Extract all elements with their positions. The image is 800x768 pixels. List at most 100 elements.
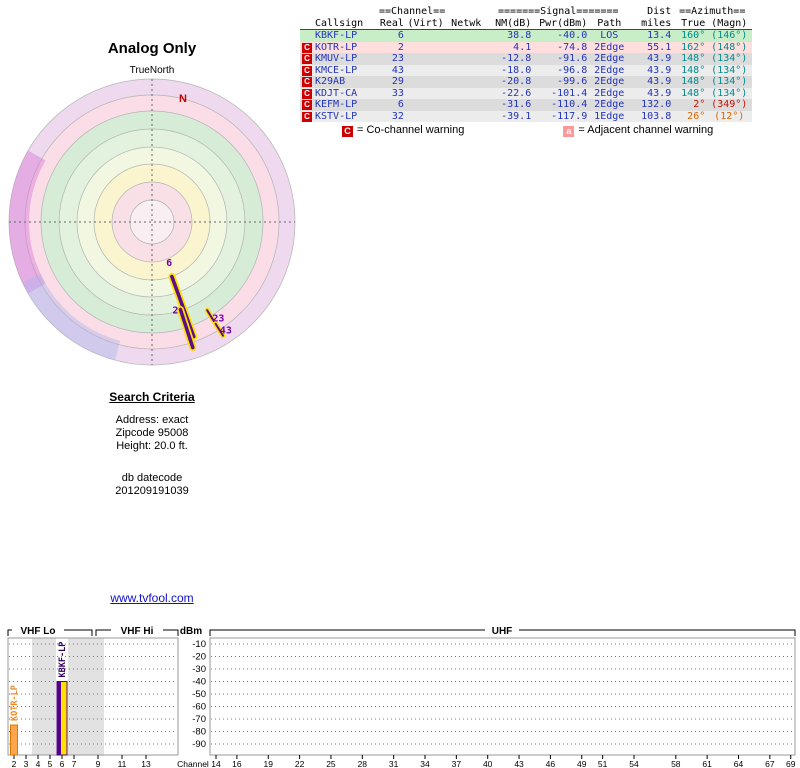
- distance-cell: 103.8: [641, 110, 672, 122]
- real-channel-cell: 29: [391, 76, 404, 87]
- search-height: Height: 20.0 ft.: [116, 440, 188, 452]
- station-channel-label: 43: [220, 326, 232, 337]
- network-cell: [446, 42, 486, 54]
- azimuth-true-cell: 148°: [681, 76, 706, 87]
- col-netwk: Netwk: [446, 17, 487, 30]
- channel-tick-label: 61: [702, 759, 712, 768]
- tvfool-link[interactable]: www.tvfool.com: [110, 591, 194, 605]
- magnetic-north-marker: N: [179, 93, 187, 105]
- table-row: C KMUV-LP 23 -12.8 -91.6 2Edge 43.9 148° (134°): [300, 53, 753, 65]
- real-channel-cell: 6: [397, 99, 404, 110]
- path-cell: 2Edge: [594, 87, 625, 99]
- search-address: Address: exact: [115, 414, 189, 426]
- dist-group-header: Dist: [647, 6, 672, 17]
- shaded-band: [68, 638, 104, 755]
- col-miles: miles: [630, 17, 673, 30]
- virt-channel-cell: [405, 88, 446, 100]
- co-channel-badge: C: [302, 77, 312, 87]
- channel-axis-label: Channel: [177, 759, 209, 768]
- nm-cell: -18.0: [501, 64, 532, 76]
- distance-cell: 43.9: [647, 53, 672, 64]
- col-nm: NM(dB): [486, 17, 533, 30]
- nm-cell: 4.1: [513, 41, 532, 53]
- table-header-groups: ==Channel== =======Signal======= Dist ==…: [300, 6, 752, 18]
- radar-southwest-blob: [22, 274, 121, 361]
- channel-tick-label: 58: [671, 759, 681, 768]
- nm-cell: -31.6: [501, 99, 532, 110]
- azimuth-magn-cell: (148°): [711, 41, 748, 53]
- azimuth-magn-cell: (134°): [711, 87, 748, 99]
- channel-tick-label: 28: [358, 759, 368, 768]
- azimuth-true-cell: 148°: [681, 64, 706, 76]
- table-row: C KOTR-LP 2 4.1 -74.8 2Edge 55.1 162° (148°): [300, 41, 753, 54]
- network-cell: [446, 53, 486, 65]
- power-cell: -40.0: [557, 30, 588, 41]
- dbm-tick-label: -10: [192, 639, 206, 650]
- azimuth-true-cell: 2°: [693, 99, 706, 110]
- table-row: C KEFM-LP 6 -31.6 -110.4 2Edge 132.0 2° (349°): [300, 99, 753, 111]
- azimuth-magn-cell: (12°): [714, 110, 745, 122]
- co-channel-badge: C: [302, 54, 312, 64]
- warn-cell: C: [300, 76, 314, 88]
- azimuth-magn-cell: (349°): [711, 99, 748, 110]
- warn-cell: C: [300, 111, 314, 123]
- nm-cell: -22.6: [501, 87, 532, 99]
- dbm-tick-label: -50: [192, 689, 206, 700]
- warn-cell: C: [300, 65, 314, 77]
- channel-tick-label: 19: [264, 759, 274, 768]
- col-path: Path: [588, 17, 631, 30]
- real-channel-cell: 43: [391, 64, 404, 76]
- col-virt: (Virt): [404, 17, 447, 30]
- azimuth-true-cell: 162°: [681, 41, 706, 53]
- col-true: True: [672, 17, 707, 30]
- channel-group-header: ==Channel==: [379, 6, 446, 17]
- search-criteria-heading: Search Criteria: [109, 390, 195, 404]
- signal-bar: [10, 724, 18, 756]
- band-bracket: [7, 629, 93, 636]
- station-channel-label: 6: [166, 258, 172, 269]
- band-label: VHF Hi: [121, 626, 154, 637]
- azimuth-group-header: ==Azimuth==: [679, 6, 746, 17]
- real-channel-cell: 23: [391, 53, 404, 64]
- dbm-axis-label: dBm: [180, 626, 202, 637]
- power-cell: -91.6: [557, 53, 588, 64]
- table-header-row: Callsign Real (Virt) Netwk NM(dB) Pwr(dB…: [300, 17, 753, 30]
- callsign-cell: KBKF-LP: [315, 30, 358, 41]
- channel-tick-label: 11: [118, 759, 127, 768]
- dbm-tick-label: -40: [192, 677, 206, 688]
- network-cell: [446, 99, 486, 111]
- distance-cell: 43.9: [647, 76, 672, 87]
- warn-cell: C: [300, 42, 314, 54]
- band-label: VHF Lo: [21, 626, 56, 637]
- channel-tick-label: 40: [483, 759, 493, 768]
- signal-group-header: =======Signal=======: [498, 6, 619, 17]
- co-channel-badge: C: [302, 111, 312, 122]
- callsign-cell: KEFM-LP: [315, 99, 358, 110]
- power-cell: -74.8: [557, 41, 588, 53]
- true-north-label: TrueNorth: [129, 65, 175, 76]
- channel-tick-label: 4: [36, 759, 41, 768]
- distance-cell: 55.1: [647, 41, 672, 53]
- spectrum-chart-content: -10 -20-30 -40-50 -60-70 -80-90 VHF Lo VHF Hi U…: [7, 626, 796, 768]
- virt-channel-cell: [405, 53, 446, 65]
- real-channel-cell: 2: [397, 41, 404, 53]
- radar-ring: [129, 199, 175, 245]
- callsign-cell: K29AB: [315, 76, 346, 87]
- channel-tick-label: 69: [786, 759, 796, 768]
- spectrum-chart: -10 -20-30 -40-50 -60-70 -80-90 VHF Lo VHF Hi U…: [7, 626, 796, 768]
- dbm-tick-label: -60: [192, 702, 206, 713]
- channel-tick-label: 34: [420, 759, 430, 768]
- table-row: KBKF-LP 6 38.8 -40.0 LOS 13.4 160° (146°): [300, 29, 753, 42]
- col-pwr: Pwr(dBm): [532, 17, 589, 30]
- channel-tick-label: 37: [452, 759, 462, 768]
- col-callsign: Callsign: [314, 17, 378, 30]
- search-criteria: Search Criteria Address: exact Zipcode 9…: [52, 390, 252, 498]
- channel-tick-label: 16: [232, 759, 242, 768]
- channel-tick-label: 25: [326, 759, 336, 768]
- azimuth-true-cell: 148°: [681, 53, 706, 64]
- dbm-tick-label: -70: [192, 714, 206, 725]
- db-datecode-value: 201209191039: [115, 485, 189, 497]
- channel-tick-label: 14: [211, 759, 221, 768]
- channel-tick-label: 51: [598, 759, 608, 768]
- power-cell: -96.8: [557, 64, 588, 76]
